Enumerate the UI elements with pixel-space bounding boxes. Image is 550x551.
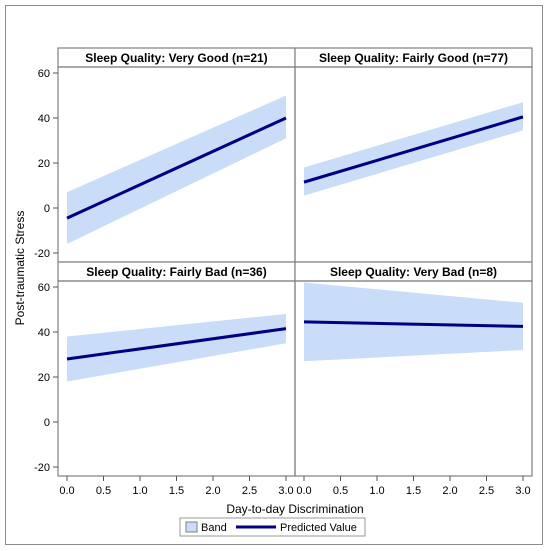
legend: Band Predicted Value — [179, 517, 366, 537]
y-tick-label: -20 — [34, 248, 50, 260]
legend-band-swatch — [185, 521, 198, 533]
predicted-line — [303, 320, 524, 328]
x-tick-label: 3.0 — [278, 485, 293, 497]
x-tick-label: 1.0 — [369, 485, 384, 497]
panel-title: Sleep Quality: Very Bad (n=8) — [330, 265, 497, 279]
panel-1: Sleep Quality: Very Good (n=21) — [57, 47, 296, 263]
y-tick-label: 20 — [38, 158, 50, 170]
panels-layer: Sleep Quality: Very Good (n=21) Sleep Qua… — [57, 47, 533, 477]
panel-title: Sleep Quality: Fairly Good (n=77) — [319, 51, 508, 65]
x-tick-label: 1.5 — [169, 485, 184, 497]
y-tick-label: 0 — [44, 203, 50, 215]
x-tick-label: 0.0 — [296, 485, 311, 497]
confidence-band — [67, 314, 286, 382]
y-tick-label: -20 — [34, 462, 50, 474]
y-tick-label: 60 — [38, 68, 50, 80]
predicted-line — [66, 116, 287, 220]
x-tick-label: 0.5 — [96, 485, 111, 497]
x-tick-label: 1.0 — [132, 485, 147, 497]
y-tick-label: 20 — [38, 372, 50, 384]
y-tick-label: 40 — [38, 113, 50, 125]
panel-3: Sleep Quality: Fairly Bad (n=36) — [57, 261, 296, 477]
axes-layer: -20 0 20 40 60 -20 0 20 40 60 0.0 0.5 1.0 1.5 2.0 2.5 3.… — [34, 68, 531, 497]
y-tick-label: 60 — [38, 282, 50, 294]
x-tick-label: 1.5 — [406, 485, 421, 497]
confidence-band — [304, 282, 523, 362]
predicted-line — [303, 115, 524, 184]
panel-plot-area — [57, 280, 296, 477]
y-tick-label: 40 — [38, 327, 50, 339]
y-tick-label: 0 — [44, 417, 50, 429]
panel-title: Sleep Quality: Very Good (n=21) — [85, 51, 267, 65]
x-tick-label: 2.0 — [442, 485, 457, 497]
x-tick-label: 2.5 — [479, 485, 494, 497]
y-axis-label: Post-traumatic Stress — [13, 211, 27, 326]
predicted-line — [66, 327, 287, 361]
x-axis-label: Day-to-day Discrimination — [226, 502, 363, 516]
panel-2: Sleep Quality: Fairly Good (n=77) — [294, 47, 533, 263]
panel-title: Sleep Quality: Fairly Bad (n=36) — [86, 265, 266, 279]
legend-line-label: Predicted Value — [280, 522, 357, 534]
x-tick-label: 0.0 — [59, 485, 74, 497]
legend-band-label: Band — [201, 522, 227, 534]
x-tick-label: 0.5 — [333, 485, 348, 497]
x-tick-label: 2.0 — [205, 485, 220, 497]
confidence-band — [67, 95, 286, 244]
panel-4: Sleep Quality: Very Bad (n=8) — [294, 261, 533, 477]
x-tick-label: 2.5 — [242, 485, 257, 497]
x-tick-label: 3.0 — [515, 485, 530, 497]
